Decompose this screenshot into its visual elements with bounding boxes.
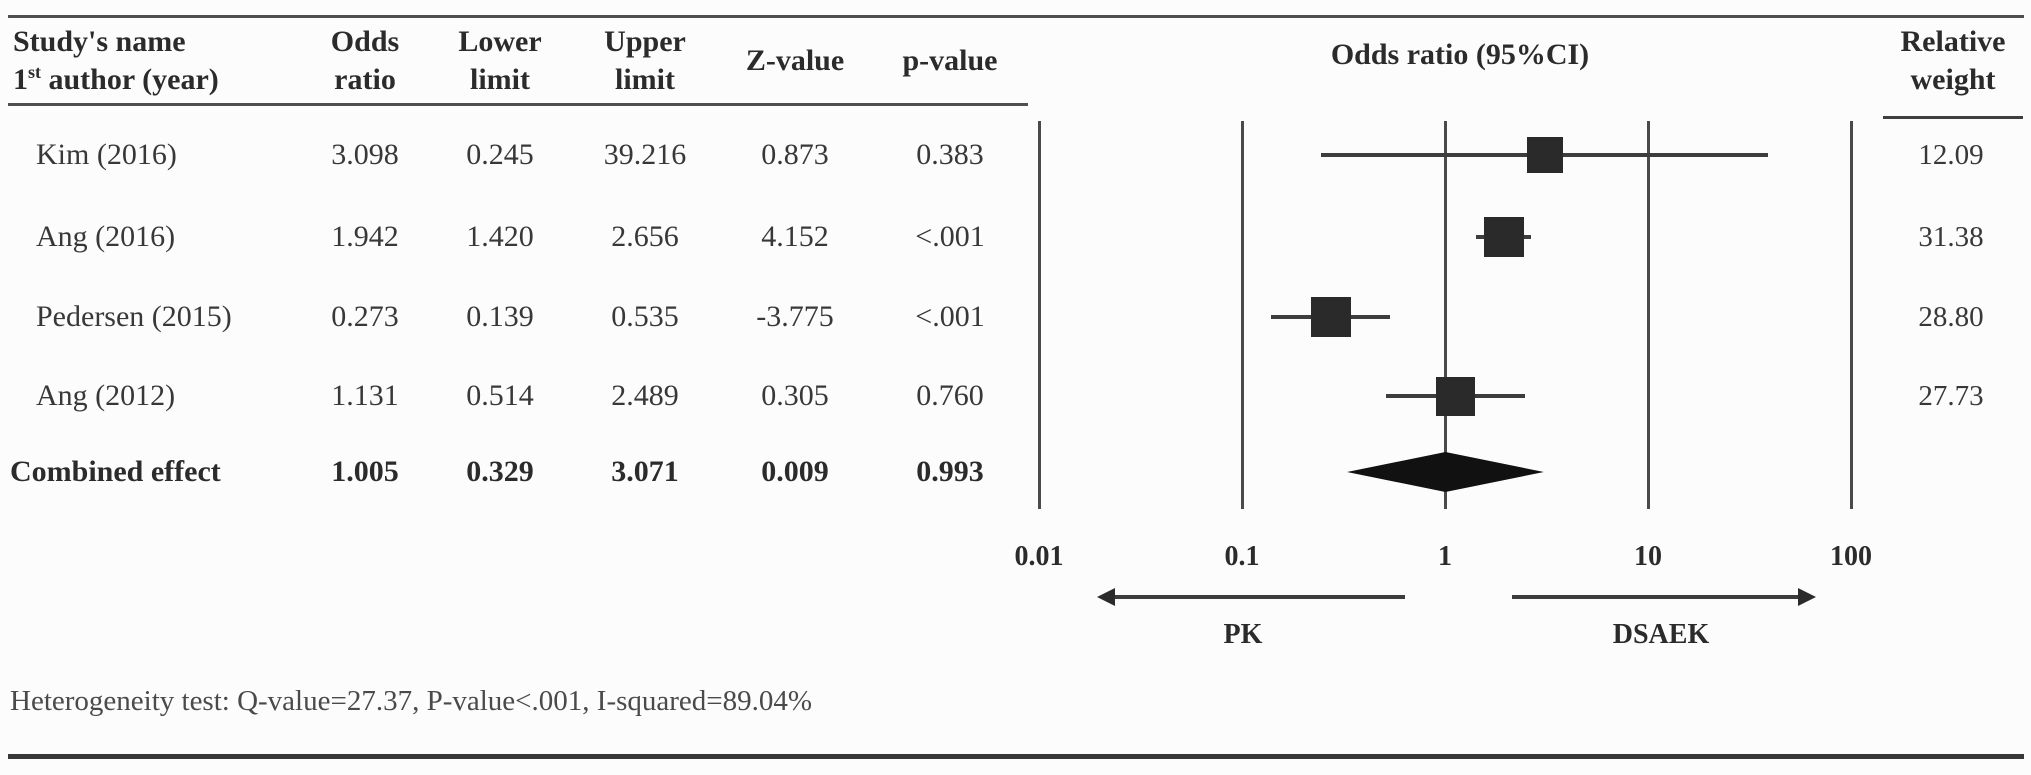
z-value: 0.873 — [761, 138, 829, 171]
lower-limit-value: 0.245 — [466, 138, 534, 171]
lower-header-line1: Lower — [458, 25, 542, 58]
study-header-rest: author (year) — [41, 63, 219, 96]
odds-ratio-value: 1.942 — [331, 220, 399, 253]
relative-weight-value: 31.38 — [1918, 221, 1984, 253]
combined-p-value: 0.993 — [916, 455, 984, 488]
upper-limit-value: 39.216 — [603, 138, 687, 171]
z-value: 0.305 — [761, 379, 829, 412]
column-header-odds-ratio: Odds ratio — [331, 23, 399, 99]
study-header-num: 1 — [13, 63, 28, 96]
summary-diamond — [1346, 452, 1544, 492]
combined-odds-ratio-value: 1.005 — [331, 455, 399, 488]
plot-gridline — [1443, 121, 1447, 509]
heterogeneity-note: Heterogeneity test: Q-value=27.37, P-val… — [10, 685, 813, 717]
column-header-p-value: p-value — [902, 42, 997, 80]
study-label: Ang (2016) — [36, 220, 176, 253]
study-header-line1: Study's name — [13, 23, 219, 61]
odds-header-line1: Odds — [330, 25, 400, 58]
upper-limit-value: 2.656 — [611, 220, 679, 253]
odds-ratio-value: 0.273 — [331, 300, 399, 333]
plot-gridline — [1037, 121, 1041, 509]
relative-weight-value: 12.09 — [1918, 139, 1984, 171]
dsaek-arrowhead-icon — [1798, 588, 1816, 606]
plot-gridline — [1240, 121, 1244, 509]
effect-size-box — [1526, 137, 1563, 173]
combined-z-value: 0.009 — [761, 455, 829, 488]
lower-limit-value: 0.514 — [466, 379, 534, 412]
upper-header-line2: limit — [614, 63, 675, 96]
study-label: Pedersen (2015) — [36, 300, 232, 333]
bottom-rule — [8, 754, 2024, 759]
odds-header-line2: ratio — [334, 63, 396, 96]
weight-header-line2: weight — [1910, 63, 1996, 96]
effect-size-box — [1310, 297, 1351, 337]
weight-header-underline — [1883, 116, 2023, 119]
p-value: <.001 — [915, 300, 985, 333]
upper-header-line1: Upper — [604, 25, 686, 58]
p-value: 0.760 — [916, 379, 984, 412]
weight-column-header: Relative weight — [1901, 23, 2006, 99]
z-value: 4.152 — [761, 220, 829, 253]
study-header-sup: st — [28, 62, 41, 82]
study-label: Ang (2012) — [36, 379, 176, 412]
top-rule — [8, 15, 2024, 18]
pk-arrowhead-icon — [1097, 588, 1115, 606]
odds-ratio-value: 3.098 — [331, 138, 399, 171]
axis-tick-label: 10 — [1634, 541, 1662, 572]
study-header-line2: 1st author (year) — [13, 61, 219, 99]
column-header-lower-limit: Lower limit — [458, 23, 541, 99]
odds-ratio-value: 1.131 — [331, 379, 399, 412]
study-label: Kim (2016) — [36, 138, 177, 171]
effect-size-box — [1483, 217, 1524, 257]
study-column-header: Study's name 1st author (year) — [13, 23, 219, 99]
p-value: <.001 — [915, 220, 985, 253]
upper-limit-value: 0.535 — [611, 300, 679, 333]
combined-effect-label: Combined effect — [10, 455, 221, 488]
lower-limit-value: 0.139 — [466, 300, 534, 333]
right-direction-label: DSAEK — [1612, 619, 1710, 650]
plot-title: Odds ratio (95%CI) — [1330, 38, 1590, 71]
relative-weight-value: 27.73 — [1918, 380, 1984, 412]
combined-lower-limit-value: 0.329 — [466, 455, 534, 488]
left-direction-label: PK — [1223, 619, 1263, 650]
upper-limit-value: 2.489 — [611, 379, 679, 412]
table-header-underline — [8, 103, 1028, 106]
pk-arrow-line — [1114, 595, 1405, 599]
plot-gridline — [1849, 121, 1853, 509]
effect-size-box — [1436, 376, 1476, 416]
combined-upper-limit-value: 3.071 — [611, 455, 679, 488]
p-value: 0.383 — [916, 138, 984, 171]
axis-tick-label: 0.1 — [1224, 541, 1260, 572]
weight-header-line1: Relative — [1900, 25, 2006, 58]
lower-header-line2: limit — [470, 63, 530, 96]
relative-weight-value: 28.80 — [1918, 301, 1984, 333]
axis-tick-label: 1 — [1438, 541, 1452, 572]
lower-limit-value: 1.420 — [466, 220, 534, 253]
study-header-text: Study's name — [13, 25, 186, 58]
column-header-z-value: Z-value — [746, 42, 844, 80]
column-header-upper-limit: Upper limit — [604, 23, 686, 99]
z-header-line1: Z-value — [745, 44, 845, 77]
plot-gridline — [1646, 121, 1650, 509]
axis-tick-label: 0.01 — [1014, 541, 1064, 572]
p-header-line1: p-value — [902, 44, 998, 77]
z-value: -3.775 — [756, 300, 834, 333]
dsaek-arrow-line — [1512, 595, 1798, 599]
axis-tick-label: 100 — [1830, 541, 1872, 572]
